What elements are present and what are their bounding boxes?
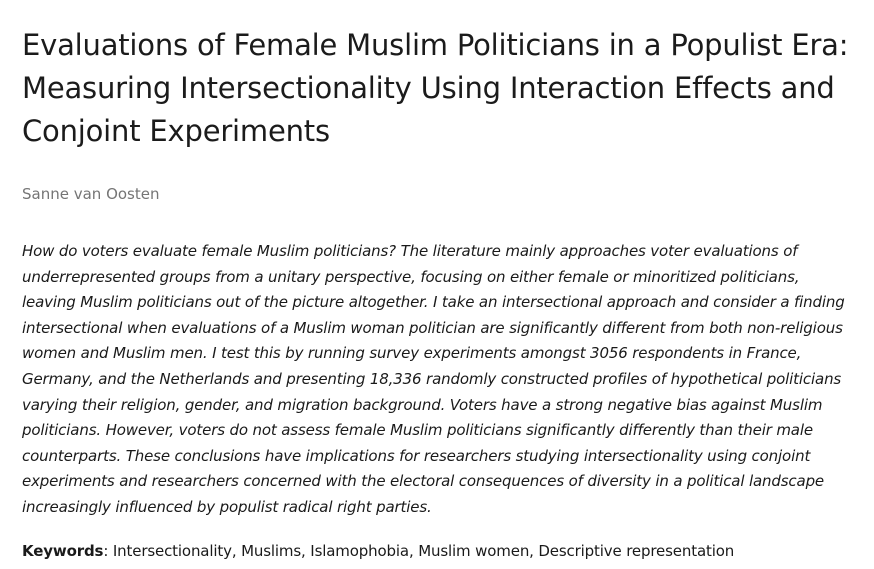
article-title: Evaluations of Female Muslim Politicians… [22,28,849,148]
article-abstract: How do voters evaluate female Muslim pol… [22,242,845,516]
keywords-list: Intersectionality, Muslims, Islamophobia… [112,541,735,560]
keywords-label: Keywords [22,541,104,560]
article-keywords: Keywords: Intersectionality, Muslims, Is… [22,541,852,561]
article-author[interactable]: Sanne van Oosten [22,185,160,203]
keywords-separator: : [103,541,113,560]
article: Evaluations of Female Muslim Politicians… [22,0,852,561]
